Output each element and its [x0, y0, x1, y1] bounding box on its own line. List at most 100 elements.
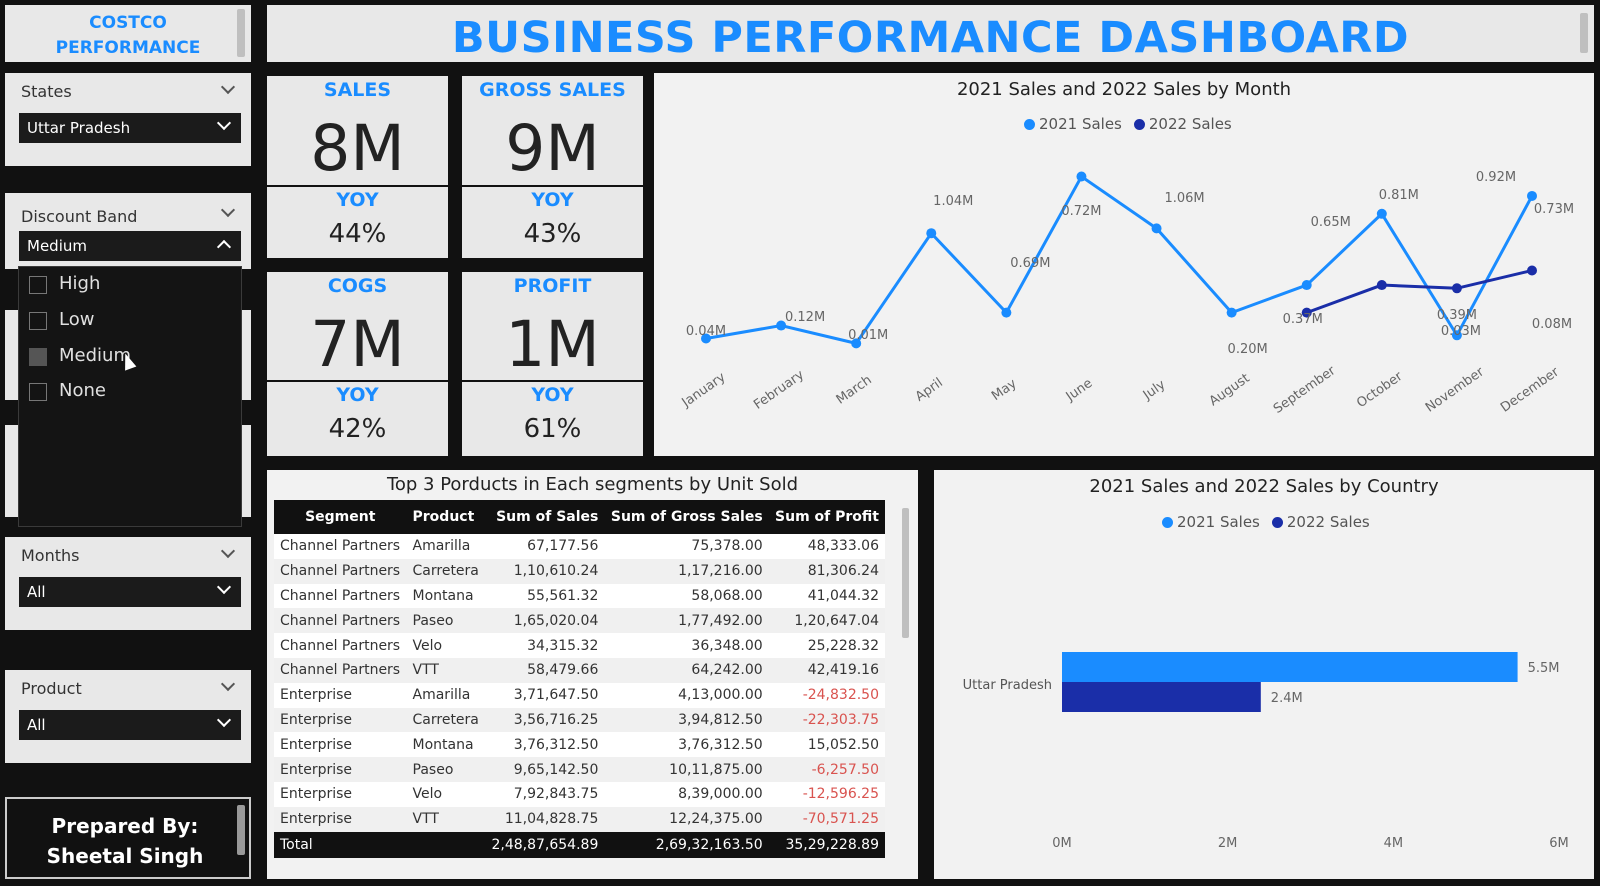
column-header[interactable]: Sum of Sales [485, 500, 605, 534]
data-point [1151, 223, 1162, 234]
column-header[interactable]: Sum of Gross Sales [604, 500, 769, 534]
chart-title: 2021 Sales and 2022 Sales by Country [1089, 476, 1439, 497]
chevron-down-icon[interactable] [220, 676, 236, 692]
table-scrollbar[interactable] [902, 508, 909, 638]
table-cell: Montana [406, 583, 486, 609]
line-chart-svg: January February March April May June July Augu… [679, 170, 1574, 417]
top-products-table: Segment Product Sum of Sales Sum of Gross S… [274, 500, 885, 858]
table-row: Channel Partners Carretera 1,10,610.24 1,17… [274, 558, 885, 584]
months-dropdown[interactable]: All [19, 577, 241, 607]
legend-label: 2022 Sales [1148, 115, 1232, 133]
kpi-value: 8M [310, 112, 405, 185]
data-label: 0.01M [848, 328, 888, 343]
data-label: 2.4M [1271, 691, 1303, 706]
x-tick-label: December [1498, 364, 1562, 415]
data-label: 0.03M [1441, 324, 1481, 339]
legend-item-2021[interactable]: 2021 Sales [1024, 115, 1122, 133]
title-scrollbar[interactable] [1580, 13, 1588, 53]
checkbox-icon[interactable] [29, 348, 47, 366]
checkbox-icon[interactable] [29, 312, 47, 330]
product-slicer: Product All [5, 670, 251, 763]
legend-dot-icon [1024, 119, 1035, 130]
data-point [1451, 330, 1462, 341]
table-row: Channel Partners Montana 55,561.32 58,068.0… [274, 583, 885, 609]
checkbox-icon[interactable] [29, 383, 47, 401]
option-label: None [59, 380, 106, 401]
table-cell: VTT [406, 806, 486, 832]
kpi-yoy-label: YOY [531, 189, 574, 211]
chevron-down-icon[interactable] [220, 202, 236, 218]
product-dropdown[interactable]: All [19, 710, 241, 740]
legend-dot-icon [1271, 517, 1283, 528]
kpi-label: SALES [323, 79, 392, 101]
legend-item-2022[interactable]: 2022 Sales [1271, 513, 1370, 531]
data-label: 0.04M [686, 324, 726, 339]
table-cell: 36,348.00 [604, 633, 769, 658]
option-label: Medium [59, 345, 131, 366]
legend-label: 2021 Sales [1039, 115, 1122, 133]
prepared-by-panel: Prepared By: Sheetal Singh [5, 797, 251, 879]
column-header[interactable]: Product [406, 500, 486, 534]
legend-item-2022[interactable]: 2022 Sales [1133, 115, 1232, 133]
logo-line2: PERFORMANCE [55, 38, 201, 58]
table-cell: 3,76,312.50 [604, 732, 769, 758]
prepared-scrollbar[interactable] [237, 805, 245, 855]
data-label: 0.39M [1437, 308, 1477, 323]
kpi-yoy-value: 42% [328, 414, 387, 444]
logo-line1: COSTCO [89, 13, 167, 33]
checkbox-icon[interactable] [29, 276, 47, 294]
page-title: BUSINESS PERFORMANCE DASHBOARD [451, 13, 1410, 63]
table-cell: 9,65,142.50 [485, 757, 605, 782]
table-cell: 1,10,610.24 [485, 558, 605, 584]
x-tick-label: 4M [1384, 836, 1404, 851]
table-cell: Channel Partners [274, 558, 407, 584]
states-dropdown[interactable]: Uttar Pradesh [19, 113, 241, 143]
data-label: 0.73M [1534, 202, 1574, 217]
table-cell: Paseo [406, 757, 486, 782]
discount-band-dropdown[interactable]: Medium [19, 231, 241, 261]
column-header[interactable]: Sum of Profit [768, 500, 885, 534]
table-cell: Channel Partners [274, 608, 407, 634]
data-point [1376, 208, 1387, 219]
bar-chart-svg: 0M 2M 4M 6M Uttar Pradesh 5.5M 2.4M [963, 652, 1569, 851]
x-tick-label: September [1271, 363, 1339, 417]
kpi-label: GROSS SALES [479, 79, 626, 101]
table-cell: 3,71,647.50 [485, 682, 605, 708]
table-cell: 25,228.32 [768, 633, 885, 658]
discount-band-label: Discount Band [21, 207, 138, 226]
table-cell: -22,303.75 [768, 707, 885, 733]
x-tick-label: July [1140, 377, 1169, 403]
total-cell: Total [274, 831, 407, 858]
chevron-down-icon[interactable] [220, 79, 236, 95]
kpi-cogs: COGS 7M YOY 42% [267, 272, 448, 456]
table-cell: 10,11,875.00 [604, 757, 769, 782]
data-point [851, 338, 862, 349]
table-title: Top 3 Porducts in Each segments by Unit … [386, 474, 799, 495]
column-header[interactable]: Segment [274, 500, 407, 534]
table-cell: Enterprise [274, 682, 407, 708]
total-cell: 2,48,87,654.89 [485, 831, 605, 858]
kpi-yoy-label: YOY [336, 384, 379, 406]
product-value: All [27, 716, 46, 734]
kpi-label: PROFIT [513, 275, 592, 297]
chevron-down-icon[interactable] [220, 543, 236, 559]
discount-band-slicer: Discount Band Medium [5, 193, 251, 269]
x-tick-label: October [1354, 369, 1406, 412]
table-cell: 81,306.24 [768, 558, 885, 584]
states-label: States [21, 82, 72, 101]
kpi-yoy-value: 61% [523, 414, 582, 444]
data-label: 0.72M [1061, 204, 1101, 219]
bar [1062, 652, 1518, 682]
x-tick-label: August [1207, 371, 1253, 409]
logo-scrollbar[interactable] [237, 9, 245, 57]
kpi-label: COGS [327, 275, 388, 297]
data-point [776, 320, 787, 331]
table-cell: -70,571.25 [768, 806, 885, 832]
data-point [1301, 280, 1312, 291]
legend-item-2021[interactable]: 2021 Sales [1162, 513, 1260, 531]
table-cell: Enterprise [274, 757, 407, 782]
table-cell: Carretera [406, 707, 486, 733]
data-point [1226, 307, 1237, 318]
divider [267, 185, 448, 187]
chart-legend: 2021 Sales 2022 Sales [1024, 115, 1232, 133]
